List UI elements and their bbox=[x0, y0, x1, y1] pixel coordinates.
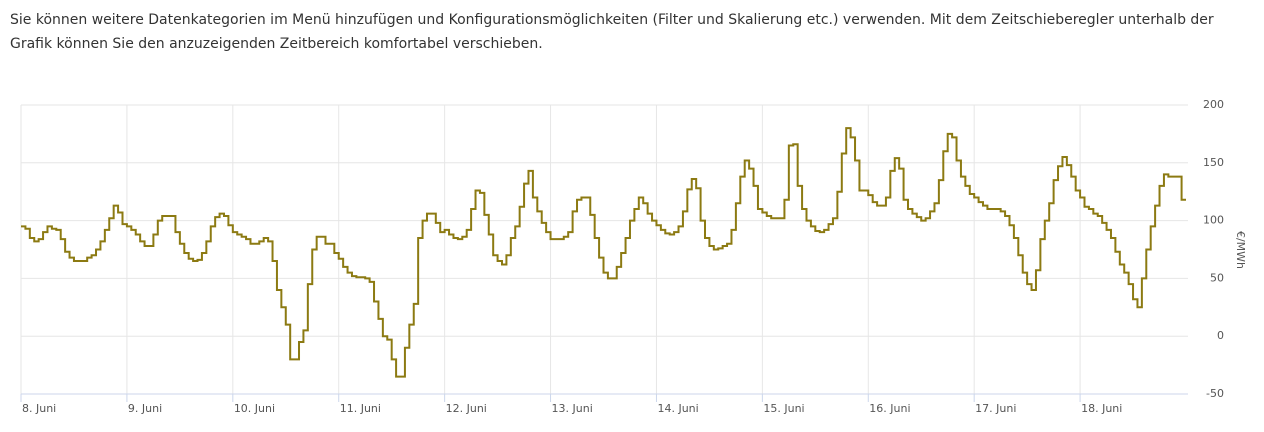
y-axis-label: €/MWh bbox=[1234, 231, 1247, 269]
y-tick-label: 100 bbox=[1203, 214, 1224, 227]
x-tick-label: 8. Juni bbox=[22, 402, 56, 415]
intro-text: Sie können weitere Datenkategorien im Me… bbox=[10, 12, 1214, 52]
y-tick-label: 200 bbox=[1203, 98, 1224, 111]
x-tick-label: 10. Juni bbox=[234, 402, 275, 415]
x-tick-label: 17. Juni bbox=[975, 402, 1016, 415]
x-tick-label: 14. Juni bbox=[657, 402, 698, 415]
x-tick-label: 15. Juni bbox=[763, 402, 804, 415]
y-tick-label: 50 bbox=[1210, 271, 1224, 284]
x-tick-label: 11. Juni bbox=[340, 402, 381, 415]
price-line bbox=[21, 127, 1186, 378]
x-tick-label: 16. Juni bbox=[869, 402, 910, 415]
y-tick-label: -50 bbox=[1206, 387, 1224, 400]
x-tick-label: 9. Juni bbox=[128, 402, 162, 415]
y-tick-label: 0 bbox=[1217, 329, 1224, 342]
x-tick-label: 12. Juni bbox=[446, 402, 487, 415]
x-tick-label: 13. Juni bbox=[552, 402, 593, 415]
y-tick-label: 150 bbox=[1203, 156, 1224, 169]
x-tick-label: 18. Juni bbox=[1081, 402, 1122, 415]
